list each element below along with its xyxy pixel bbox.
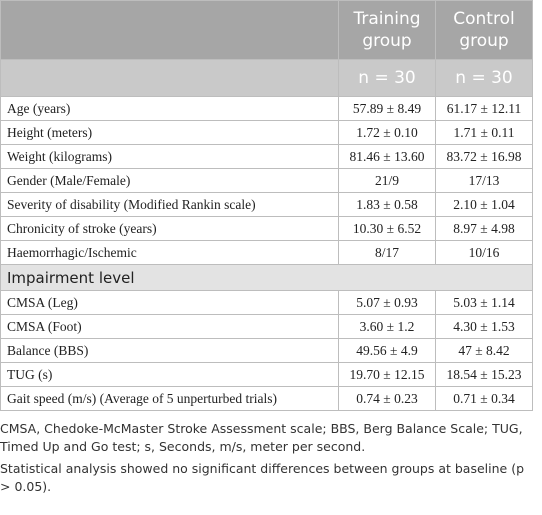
baseline-table: Training group Control group n = 30 n = 30 A… bbox=[0, 0, 533, 411]
row-label: Height (meters) bbox=[0, 120, 339, 145]
value-cell: 21/9 bbox=[338, 168, 436, 193]
header-cell bbox=[0, 59, 339, 97]
data-row: Gait speed (m/s) (Average of 5 unperturb… bbox=[0, 386, 533, 411]
data-row: Balance (BBS) 49.56 ± 4.9 47 ± 8.42 bbox=[0, 338, 533, 363]
header-cell bbox=[0, 0, 339, 60]
row-label: Weight (kilograms) bbox=[0, 144, 339, 169]
row-label: Haemorrhagic/Ischemic bbox=[0, 240, 339, 265]
value-cell: 8.97 ± 4.98 bbox=[435, 216, 533, 241]
section-row: Impairment level bbox=[0, 264, 533, 291]
value-cell: 83.72 ± 16.98 bbox=[435, 144, 533, 169]
value-cell: 1.71 ± 0.11 bbox=[435, 120, 533, 145]
row-label: TUG (s) bbox=[0, 362, 339, 387]
row-label: CMSA (Leg) bbox=[0, 290, 339, 315]
section-label: Impairment level bbox=[0, 264, 533, 291]
column-header: Training group bbox=[338, 0, 436, 60]
row-label: Balance (BBS) bbox=[0, 338, 339, 363]
value-cell: 19.70 ± 12.15 bbox=[338, 362, 436, 387]
value-cell: 2.10 ± 1.04 bbox=[435, 192, 533, 217]
footnote: Statistical analysis showed no significa… bbox=[0, 461, 525, 494]
row-label: Chronicity of stroke (years) bbox=[0, 216, 339, 241]
data-row: Haemorrhagic/Ischemic 8/17 10/16 bbox=[0, 240, 533, 265]
data-row: CMSA (Leg) 5.07 ± 0.93 5.03 ± 1.14 bbox=[0, 290, 533, 315]
row-label: Gait speed (m/s) (Average of 5 unperturb… bbox=[0, 386, 339, 411]
value-cell: 4.30 ± 1.53 bbox=[435, 314, 533, 339]
value-cell: 0.71 ± 0.34 bbox=[435, 386, 533, 411]
data-row: Gender (Male/Female) 21/9 17/13 bbox=[0, 168, 533, 193]
footnote: CMSA, Chedoke-McMaster Stroke Assessment… bbox=[0, 421, 523, 454]
value-cell: 1.72 ± 0.10 bbox=[338, 120, 436, 145]
sample-size: n = 30 bbox=[338, 59, 436, 97]
value-cell: 61.17 ± 12.11 bbox=[435, 96, 533, 121]
value-cell: 3.60 ± 1.2 bbox=[338, 314, 436, 339]
value-cell: 47 ± 8.42 bbox=[435, 338, 533, 363]
value-cell: 10/16 bbox=[435, 240, 533, 265]
column-header: Control group bbox=[435, 0, 533, 60]
value-cell: 5.07 ± 0.93 bbox=[338, 290, 436, 315]
row-label: Gender (Male/Female) bbox=[0, 168, 339, 193]
value-cell: 10.30 ± 6.52 bbox=[338, 216, 436, 241]
value-cell: 49.56 ± 4.9 bbox=[338, 338, 436, 363]
row-label: Severity of disability (Modified Rankin … bbox=[0, 192, 339, 217]
value-cell: 81.46 ± 13.60 bbox=[338, 144, 436, 169]
value-cell: 8/17 bbox=[338, 240, 436, 265]
value-cell: 0.74 ± 0.23 bbox=[338, 386, 436, 411]
data-row: Weight (kilograms) 81.46 ± 13.60 83.72 ± 1… bbox=[0, 144, 533, 169]
value-cell: 5.03 ± 1.14 bbox=[435, 290, 533, 315]
row-label: CMSA (Foot) bbox=[0, 314, 339, 339]
header-row: Training group Control group bbox=[0, 0, 533, 60]
value-cell: 17/13 bbox=[435, 168, 533, 193]
data-row: Severity of disability (Modified Rankin … bbox=[0, 192, 533, 217]
data-row: Height (meters) 1.72 ± 0.10 1.71 ± 0.11 bbox=[0, 120, 533, 145]
value-cell: 1.83 ± 0.58 bbox=[338, 192, 436, 217]
data-row: TUG (s) 19.70 ± 12.15 18.54 ± 15.23 bbox=[0, 362, 533, 387]
data-row: Chronicity of stroke (years) 10.30 ± 6.52… bbox=[0, 216, 533, 241]
data-row: CMSA (Foot) 3.60 ± 1.2 4.30 ± 1.53 bbox=[0, 314, 533, 339]
value-cell: 57.89 ± 8.49 bbox=[338, 96, 436, 121]
sample-size-row: n = 30 n = 30 bbox=[0, 59, 533, 97]
value-cell: 18.54 ± 15.23 bbox=[435, 362, 533, 387]
sample-size: n = 30 bbox=[435, 59, 533, 97]
row-label: Age (years) bbox=[0, 96, 339, 121]
footnotes: CMSA, Chedoke-McMaster Stroke Assessment… bbox=[0, 420, 538, 500]
data-row: Age (years) 57.89 ± 8.49 61.17 ± 12.11 bbox=[0, 96, 533, 121]
